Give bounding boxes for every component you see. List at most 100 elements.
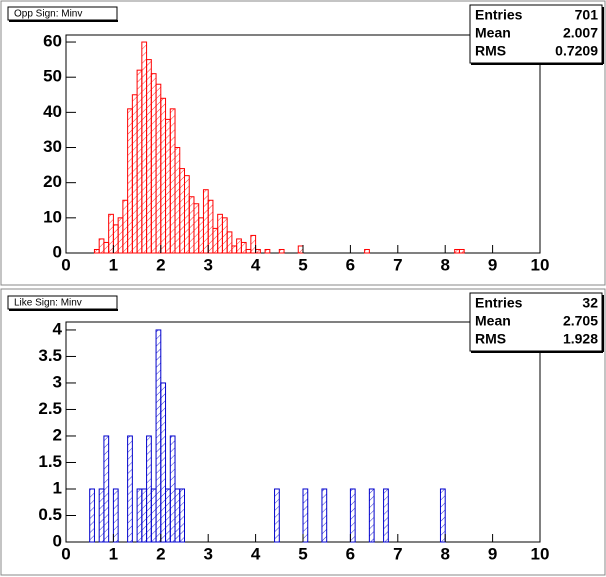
y-tick-label: 0 [53,531,62,550]
x-tick-label: 3 [203,255,212,274]
bar [383,488,389,543]
bar [141,488,148,543]
stats-value: 32 [582,295,598,311]
bar [226,231,233,254]
bar [146,435,152,543]
bar [122,199,129,254]
bar [458,248,465,254]
y-tick-label: 50 [43,67,62,86]
bar [169,108,176,254]
x-tick-label: 4 [251,255,261,274]
bar [150,488,157,543]
bar [98,488,105,543]
bar [240,241,247,254]
bar [245,248,252,254]
bar [155,329,162,543]
x-tick-label: 8 [440,255,449,274]
hist-title: Like Sign: Minv [14,298,82,309]
y-tick-label: 2.5 [38,399,62,418]
x-tick-label: 7 [393,255,402,274]
stats-value: 701 [575,7,599,23]
bar [117,217,124,254]
bar [146,59,152,254]
bar [150,73,157,254]
bar [108,213,114,254]
stats-value: 0.7209 [555,43,598,59]
stats-label: RMS [475,43,506,59]
y-tick-label: 0.5 [38,505,62,524]
bar [160,97,167,254]
bar [207,199,214,254]
bar [141,41,148,254]
bar [439,488,446,543]
hist-title: Opp Sign: Minv [14,9,82,20]
bar [112,488,119,543]
bar [231,245,238,254]
bar [131,94,138,254]
y-tick-label: 1.5 [38,452,62,471]
bar [165,118,171,254]
bar [103,241,110,254]
x-tick-label: 1 [109,544,118,563]
bar [364,248,370,254]
y-tick-label: 4 [53,319,63,338]
bar [169,435,176,543]
y-tick-label: 1 [53,478,62,497]
x-tick-label: 10 [531,255,550,274]
bar [193,203,200,254]
stats-label: Entries [475,7,523,23]
bar [160,382,167,543]
bar [127,435,133,543]
y-tick-label: 3 [53,372,62,391]
stats-label: Entries [475,295,523,311]
stats-label: Mean [475,25,511,41]
bar [368,488,375,543]
bar [89,488,95,543]
bar [278,248,285,254]
bar [174,488,181,543]
bar [250,234,257,254]
bar [202,189,209,254]
bar [321,488,328,543]
stats-value: 2.007 [563,25,598,41]
y-tick-label: 40 [43,102,62,121]
y-tick-label: 2 [53,425,62,444]
x-tick-label: 1 [109,255,118,274]
x-tick-label: 9 [488,544,497,563]
stats-label: RMS [475,331,506,347]
bar [212,227,219,254]
x-tick-label: 3 [203,544,212,563]
x-tick-label: 9 [488,255,497,274]
bar [127,108,133,254]
x-tick-label: 2 [156,255,165,274]
bar [255,248,261,254]
x-tick-label: 6 [346,255,355,274]
y-tick-label: 10 [43,207,62,226]
bar [221,217,228,254]
x-tick-label: 5 [298,544,307,563]
x-tick-label: 10 [531,544,550,563]
bar [217,213,223,254]
x-tick-label: 7 [393,544,402,563]
stats-value: 2.705 [563,313,598,329]
bar [184,175,190,254]
bar [302,488,309,543]
bar [98,238,105,254]
bar [274,488,280,543]
bar [165,488,171,543]
x-tick-label: 4 [251,544,261,563]
y-tick-label: 3.5 [38,346,62,365]
y-tick-label: 60 [43,32,62,51]
bar [174,147,181,254]
y-tick-label: 0 [53,242,62,261]
bar [136,69,143,254]
bar [264,248,271,254]
x-tick-label: 0 [61,544,70,563]
bar [297,245,304,254]
bar [93,248,100,254]
stats-value: 1.928 [563,331,598,347]
bar [179,168,185,254]
bar [155,83,162,254]
x-tick-label: 2 [156,544,165,563]
